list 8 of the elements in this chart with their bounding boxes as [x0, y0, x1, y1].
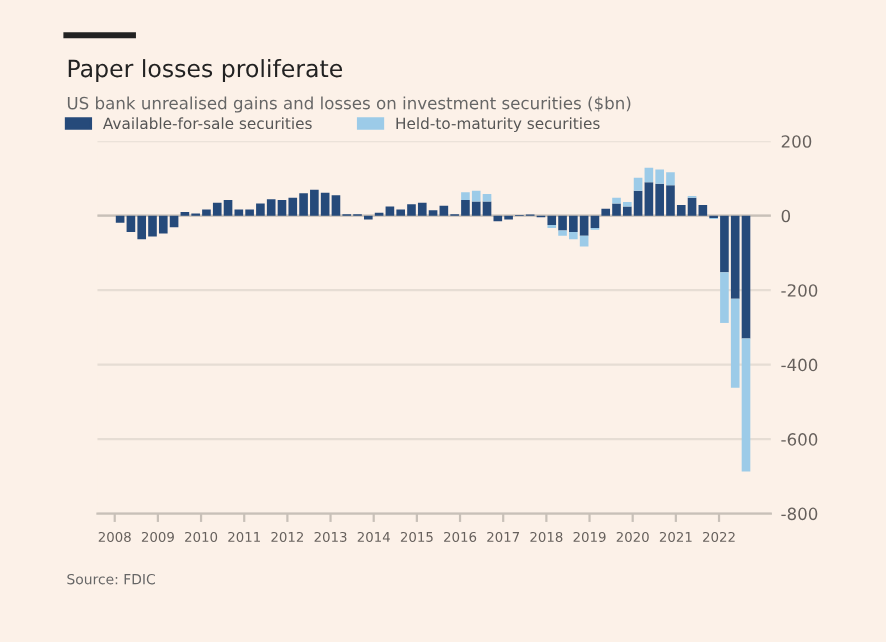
y-tick-label: 200 — [781, 135, 812, 148]
y-tick-label: -200 — [781, 284, 818, 297]
y-tick-label: 0 — [781, 209, 791, 223]
y-tick-label: -600 — [781, 433, 818, 446]
y-tick-label: -800 — [781, 507, 818, 521]
chart-title: Paper losses proliferate — [68, 59, 343, 82]
chart-subtitle: US bank unrealised gains and losses on investment securities ($bn) — [67, 96, 631, 113]
y-tick-label: -400 — [781, 358, 818, 372]
